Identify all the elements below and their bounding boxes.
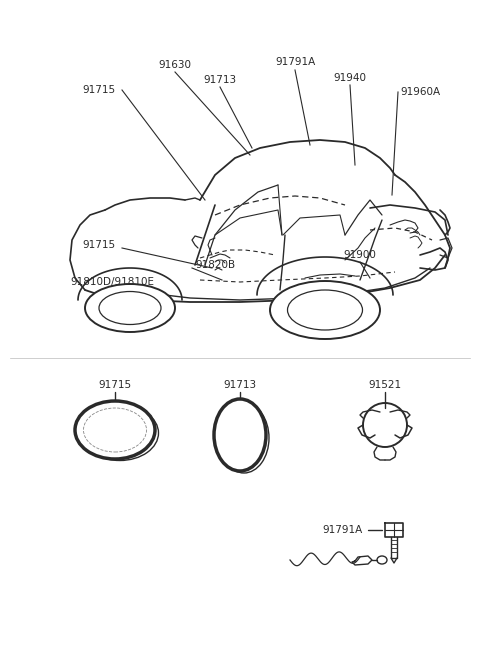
Text: 91900: 91900 (344, 250, 376, 260)
Text: 91713: 91713 (204, 75, 237, 85)
Text: 91715: 91715 (82, 240, 115, 250)
Text: 91791A: 91791A (275, 57, 315, 67)
Text: 91715: 91715 (98, 380, 132, 390)
Text: 91791A: 91791A (322, 525, 362, 535)
Text: 91713: 91713 (223, 380, 257, 390)
Ellipse shape (85, 284, 175, 332)
Text: 91960A: 91960A (400, 87, 440, 97)
Ellipse shape (270, 281, 380, 339)
Text: 91630: 91630 (158, 60, 192, 70)
Ellipse shape (75, 401, 155, 459)
Text: 91940: 91940 (334, 73, 367, 83)
Ellipse shape (214, 399, 266, 471)
Text: 91820B: 91820B (195, 260, 235, 270)
Text: 91521: 91521 (369, 380, 402, 390)
Text: 91715: 91715 (82, 85, 115, 95)
Text: 91810D/91810E: 91810D/91810E (70, 277, 154, 287)
